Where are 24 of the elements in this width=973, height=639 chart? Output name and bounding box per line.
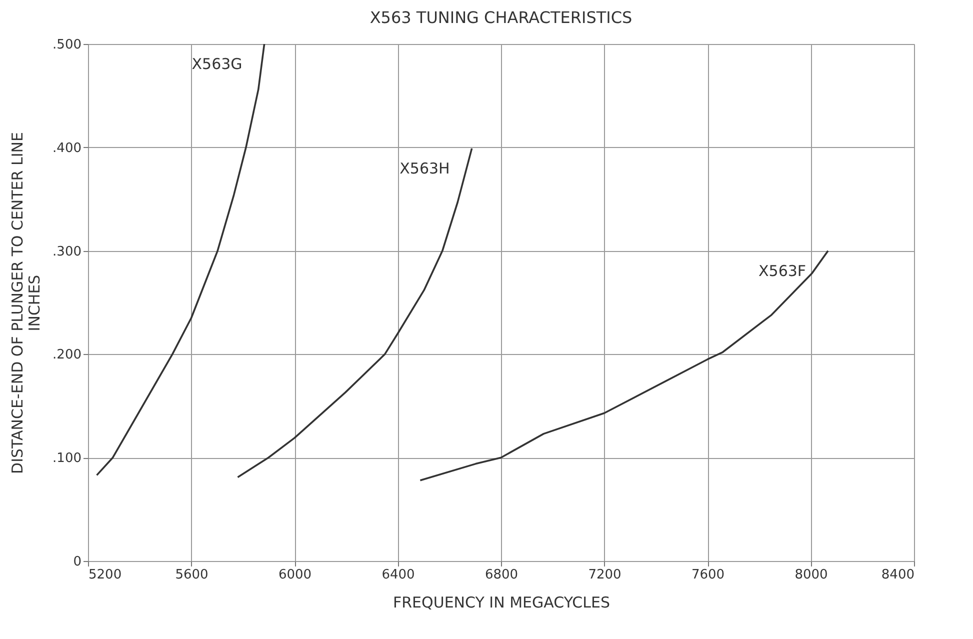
x-axis-title: FREQUENCY IN MEGACYCLES: [393, 594, 610, 612]
x-tick-label: 5600: [175, 568, 208, 582]
series-label: X563H: [400, 159, 450, 178]
y-tick-label: .400: [52, 140, 82, 156]
y-tick-label: .300: [52, 244, 82, 260]
series-label: X563F: [758, 262, 806, 280]
y-axis-title: DISTANCE-END OF PLUNGER TO CENTER LINE INCHES: [8, 132, 44, 474]
line-series: [96, 44, 266, 476]
x-tick-label: 8000: [794, 568, 828, 582]
x-tick-label: 7200: [588, 568, 622, 582]
chart-title: X563 TUNING CHARACTERISTICS: [370, 8, 632, 27]
y-tick-label: .500: [52, 38, 82, 52]
y-tick-label: .200: [52, 348, 82, 363]
x-tick-label: 6000: [278, 568, 312, 582]
x-tick-label: 6800: [484, 568, 518, 582]
y-tick-label: .100: [52, 451, 82, 466]
x-tick-label: 5200: [88, 568, 122, 582]
y-tick-label: 0: [73, 554, 82, 570]
line-series: [419, 250, 829, 482]
x-tick-label: 8400: [881, 568, 914, 582]
line-series: [236, 148, 473, 478]
x-tick-label: 7600: [691, 568, 725, 582]
series-label: X563G: [192, 55, 242, 73]
x-tick-label: 6400: [382, 568, 415, 582]
